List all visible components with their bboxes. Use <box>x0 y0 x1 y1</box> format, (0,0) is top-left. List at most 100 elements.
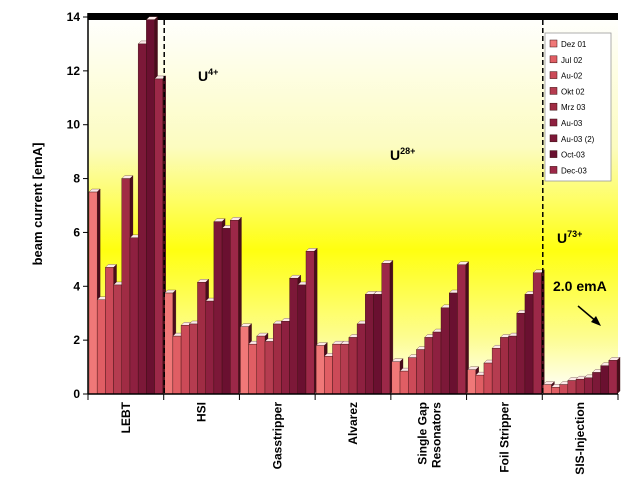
bar <box>289 278 298 395</box>
u73-annotation: U73+ <box>557 229 582 246</box>
bar <box>356 323 366 395</box>
category-label: LEBT <box>119 401 133 433</box>
u28-annotation: U28+ <box>390 146 415 163</box>
bar <box>248 343 257 395</box>
bar <box>256 335 266 395</box>
bar <box>315 345 325 395</box>
bar <box>137 43 147 395</box>
legend: Dez 01 Jul 02 Au-02 Okt 02 Mrz 03 Au-03 Au-03 … <box>544 32 612 182</box>
bar <box>424 337 434 395</box>
bar <box>164 292 174 395</box>
legend-label: Au-02 <box>561 72 583 81</box>
bar <box>391 361 401 395</box>
legend-label: Jul 02 <box>561 56 583 65</box>
bar <box>221 228 231 395</box>
y-tick-label: 8 <box>73 172 80 186</box>
y-tick-label: 0 <box>73 387 80 401</box>
annotation-arrow <box>577 305 601 326</box>
bar <box>281 321 290 395</box>
bar <box>449 292 458 395</box>
y-tick-label: 2 <box>73 333 80 347</box>
bar <box>567 380 577 395</box>
bar <box>154 78 163 395</box>
legend-swatch <box>549 39 558 48</box>
bar <box>230 220 239 395</box>
bar <box>373 294 382 395</box>
bar <box>500 337 509 395</box>
bar <box>88 191 98 395</box>
category-label: Gasstripper <box>270 402 284 470</box>
bar <box>524 294 534 395</box>
y-tick-label: 10 <box>67 118 81 132</box>
u73-annotation-base: U <box>557 230 567 246</box>
bar <box>146 19 155 395</box>
bar <box>297 284 307 395</box>
category-label: Foil Stripper <box>497 402 511 473</box>
bar <box>105 267 114 395</box>
bar <box>340 343 350 395</box>
legend-swatch <box>549 55 558 64</box>
bar <box>600 365 610 395</box>
bar <box>432 331 442 395</box>
legend-swatch <box>549 102 558 111</box>
bar <box>121 178 131 395</box>
u73-annotation-sup: 73+ <box>567 229 582 239</box>
bar <box>516 313 526 395</box>
y-tick-label: 6 <box>73 225 80 239</box>
bar <box>348 337 358 395</box>
bar <box>172 335 182 395</box>
bar <box>197 282 206 395</box>
dividers-group <box>163 20 544 394</box>
bar <box>180 325 190 395</box>
legend-label: Dez 01 <box>561 40 587 49</box>
bar <box>467 369 476 395</box>
bar <box>96 299 106 395</box>
bar <box>272 323 282 395</box>
category-label: SIS-Injection <box>573 402 587 475</box>
legend-swatch <box>549 71 558 79</box>
u4-annotation-base: U <box>198 68 208 84</box>
bar <box>575 378 585 395</box>
current-annotation: 2.0 emA <box>553 278 607 294</box>
bar <box>592 372 601 395</box>
category-label: HSI <box>195 402 209 422</box>
bar <box>457 264 466 395</box>
bar <box>551 387 560 395</box>
bar <box>381 263 391 395</box>
legend-swatch <box>549 150 558 158</box>
legend-label: Mrz 03 <box>561 103 586 112</box>
bar <box>491 348 501 395</box>
bar <box>113 284 122 395</box>
axes-group: 0 2 4 6 8 10 12 14 <box>67 10 619 401</box>
plot-top-border <box>88 13 618 20</box>
category-label: Alvarez <box>346 402 360 445</box>
bar <box>608 360 618 395</box>
legend-label: Okt 02 <box>561 87 585 96</box>
legend-label: Dec-03 <box>561 166 587 175</box>
bar <box>440 307 450 395</box>
category-labels-group: LEBT HSI Gasstripper Alvarez Single GapReson… <box>119 401 587 474</box>
y-axis-label: beam current [emA] <box>30 143 45 266</box>
u28-annotation-sup: 28+ <box>400 146 415 156</box>
bar <box>483 362 493 395</box>
u4-annotation-sup: 4+ <box>208 67 218 77</box>
legend-swatch <box>549 118 558 127</box>
bar <box>305 251 315 395</box>
bar <box>264 341 274 395</box>
bar <box>399 370 409 395</box>
bar <box>365 294 374 395</box>
bar <box>543 384 552 395</box>
bar <box>475 374 485 395</box>
category-label: Single GapResonators <box>416 402 444 468</box>
legend-label: Oct-03 <box>561 151 586 160</box>
legend-swatch <box>549 166 558 174</box>
legend-label: Au-03 (2) <box>561 135 595 144</box>
bar <box>332 343 341 395</box>
bar <box>213 221 223 395</box>
bar <box>559 384 569 395</box>
bar <box>532 272 542 395</box>
y-tick-label: 14 <box>67 10 81 24</box>
bar <box>508 335 517 395</box>
bar-side <box>616 356 621 395</box>
